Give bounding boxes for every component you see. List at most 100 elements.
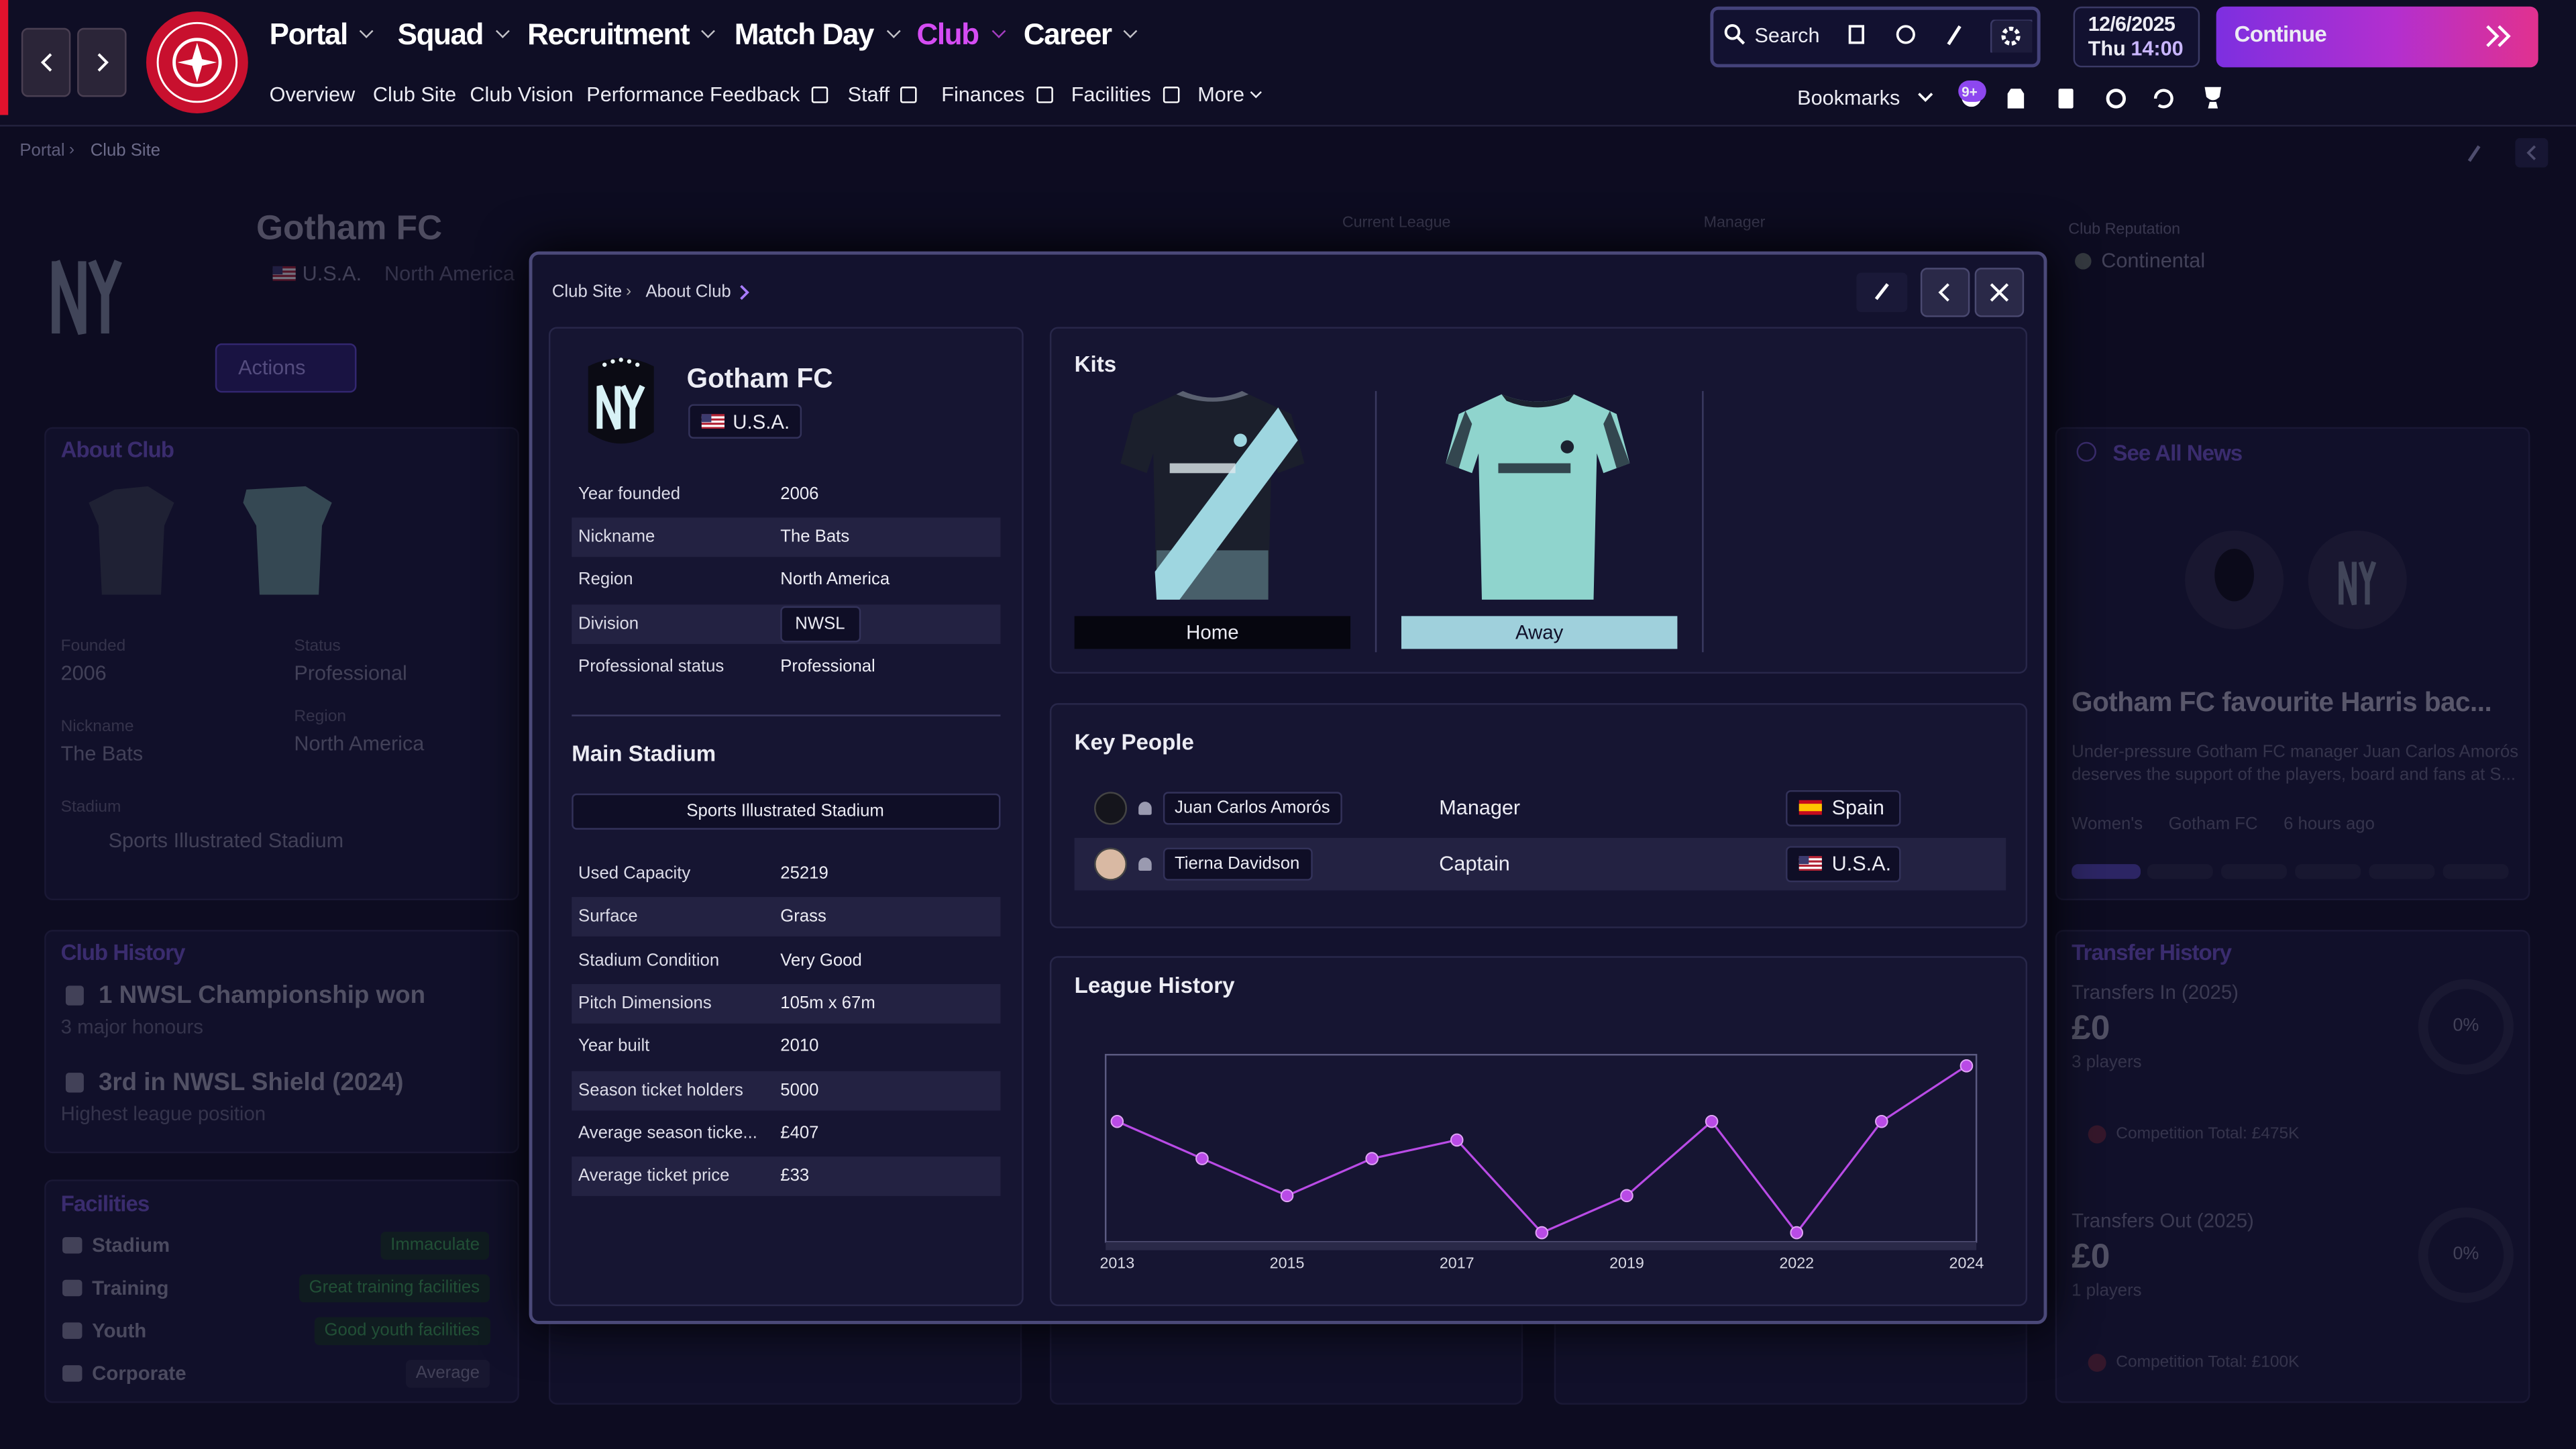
bg-facility-value: Average (406, 1360, 490, 1387)
bg-competition-icon (2088, 1353, 2106, 1372)
submenu-item[interactable]: More (1197, 85, 1260, 106)
modal-breadcrumb-item[interactable]: About Club (645, 282, 731, 303)
bg-facility-icon (62, 1237, 83, 1254)
table-row-bg (572, 983, 1001, 1024)
bg-reputation-dot (2075, 253, 2092, 270)
submenu-item[interactable]: Club Site (372, 83, 457, 107)
bg-actions-button[interactable] (215, 343, 357, 393)
kit-label-box[interactable] (1401, 616, 1678, 649)
submenu-item[interactable]: Staff (848, 85, 918, 106)
league-point (1790, 1226, 1804, 1240)
bg-news-pager (2295, 864, 2361, 879)
bg-news-link[interactable]: See All News (2112, 440, 2243, 466)
bg-transfer-percent: 0% (2453, 1244, 2479, 1265)
breadcrumb-item[interactable]: Portal (19, 141, 65, 161)
forward-button[interactable] (77, 28, 127, 97)
date-box[interactable] (2073, 6, 2200, 68)
home-kit (1120, 390, 1305, 600)
kit-label-box[interactable] (1074, 616, 1351, 649)
row-label: Pitch Dimensions (578, 993, 712, 1014)
league-point (1875, 1114, 1888, 1128)
bg-news-icon (2076, 441, 2096, 462)
flag-canton (1799, 855, 1809, 865)
menu-item[interactable]: Career (1024, 19, 1136, 49)
edit-icon (1874, 283, 1889, 301)
edit-button[interactable] (1856, 272, 1908, 313)
bg-facility-value: Good youth facilities (314, 1317, 490, 1344)
stadium-chip[interactable] (572, 793, 1001, 830)
bg-facility-icon (62, 1279, 83, 1297)
row-value: 2006 (780, 484, 819, 504)
menu-item[interactable]: Recruitment (527, 19, 714, 49)
breadcrumb-item[interactable]: Club Site (90, 141, 161, 161)
bg-panel-title: About Club (60, 437, 174, 462)
bg-news-headline: Gotham FC favourite Harris bac... (2072, 688, 2492, 718)
submenu-item[interactable]: Club Vision (470, 83, 574, 107)
bookmarks-button[interactable]: Bookmarks (1797, 87, 1900, 110)
row-value: NWSL (795, 613, 845, 633)
close-icon (1990, 283, 2009, 302)
menu-item[interactable]: Club (917, 19, 1004, 49)
bg-kits (89, 486, 332, 595)
bg-competition-icon (2088, 1125, 2106, 1144)
badge-count: 9+ (1962, 83, 1978, 100)
person-name: Tierna Davidson (1175, 853, 1300, 874)
flag-stripe (1799, 862, 1822, 865)
row-value: £33 (780, 1166, 810, 1186)
bg-news-pager (2369, 864, 2435, 879)
flag-canton (701, 414, 712, 423)
continue-button[interactable] (2216, 6, 2538, 68)
bg-transfer-percent: 0% (2453, 1016, 2479, 1036)
row-label: Surface (578, 906, 638, 927)
menu-item[interactable]: Squad (398, 19, 508, 49)
menu-item[interactable]: Match Day (735, 19, 898, 49)
bg-news-summary: Under-pressure Gotham FC manager Juan Ca… (2072, 742, 2519, 762)
quick-icons (1962, 87, 2222, 109)
flag-stripe (272, 268, 296, 271)
bg-field-label: Status (294, 637, 341, 656)
flag-stripe (701, 425, 725, 427)
bg-facility-label: Corporate (92, 1362, 186, 1385)
club-name: Gotham FC (686, 364, 833, 394)
modal-breadcrumb-item[interactable]: Club Site (551, 282, 623, 303)
bg-news-summary: deserves the support of the players, boa… (2072, 765, 2516, 786)
division-chip[interactable] (780, 605, 861, 642)
bg-label: Manager (1703, 213, 1766, 232)
league-point (1620, 1189, 1633, 1203)
plot-frame (1104, 1054, 1978, 1243)
bg-field-value: North America (294, 732, 425, 755)
person-name-chip[interactable] (1163, 792, 1342, 825)
submenu-item[interactable]: Performance Feedback (586, 85, 828, 106)
x-tick-label: 2022 (1779, 1254, 1814, 1272)
submenu-item[interactable]: Finances (941, 85, 1053, 106)
search-button[interactable]: Search (1754, 24, 1820, 48)
bg-transfer-label: Transfers In (2025) (2072, 981, 2239, 1004)
bg-panel-title: Transfer History (2072, 940, 2232, 965)
back-button[interactable] (21, 28, 71, 97)
bg-actions: Actions (238, 356, 306, 380)
person-name-chip[interactable] (1163, 847, 1313, 881)
submenu-item[interactable]: Overview (269, 83, 356, 107)
kit-label: Away (1515, 621, 1564, 645)
bg-panel-title: Facilities (60, 1191, 150, 1216)
person-avatar (1094, 847, 1128, 881)
modal-close-button[interactable] (1974, 268, 2025, 317)
bookmarks-chevron (1918, 93, 1933, 102)
time: 14:00 (2131, 37, 2184, 61)
club-crest[interactable] (145, 10, 250, 115)
modal-back-button[interactable] (1920, 268, 1970, 317)
separator (572, 714, 1001, 716)
bg-panel (44, 930, 519, 1154)
person-role: Captain (1439, 852, 1510, 875)
row-label: Year founded (578, 484, 681, 504)
league-point (1705, 1114, 1719, 1128)
kit-divider (1375, 390, 1377, 653)
bg-competition-total: Competition Total: £475K (2116, 1125, 2300, 1144)
menu-item[interactable]: Portal (270, 19, 372, 49)
submenu-item[interactable]: Facilities (1071, 85, 1179, 106)
modal-back-icon (1938, 283, 1949, 302)
stadium-name: Sports Illustrated Stadium (686, 801, 884, 821)
breadcrumb-separator: › (68, 141, 75, 160)
league-point (1535, 1226, 1549, 1240)
